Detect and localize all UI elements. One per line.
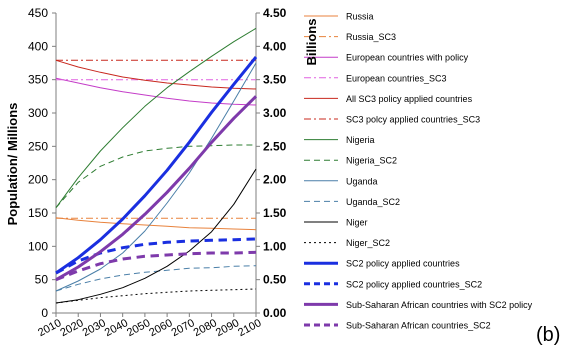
series-line (55, 77, 257, 106)
y-tick-label-left: 300 (28, 106, 48, 120)
series-lines (55, 27, 258, 304)
y-tick-label-right: 2.00 (263, 173, 287, 187)
y-tick-label-right: 1.50 (263, 206, 287, 220)
series-line (55, 144, 256, 209)
y-tick-label-left: 200 (28, 173, 48, 187)
legend-entry: Niger (346, 218, 368, 228)
legend-entry: Uganda_SC2 (346, 197, 400, 207)
legend-entry: Russia_SC3 (346, 32, 396, 42)
series-line (55, 288, 257, 304)
legend-entry: SC2 policy applied countries (346, 259, 460, 269)
legend-entry: Niger_SC2 (346, 238, 390, 248)
legend-entry: SC2 policy applied countries_SC2 (346, 279, 482, 289)
y-tick-label-right: 3.50 (263, 73, 287, 87)
y-tick-label-right: 4.00 (263, 39, 287, 53)
y-axis-label-left: Population/ Millions (5, 103, 20, 226)
y-tick-label-left: 0 (41, 306, 48, 320)
series-line (55, 56, 258, 275)
series-line (55, 168, 257, 304)
y-tick-label-right: 3.00 (263, 106, 287, 120)
series-line (55, 95, 258, 282)
y-tick-label-left: 350 (28, 73, 48, 87)
axes: 0 50 100 150 200 250 300 350 400 450 0.00 0.50 1.00 1… (28, 6, 287, 339)
y-tick-label-left: 100 (28, 239, 48, 253)
legend-entry: All SC3 policy applied countries (346, 94, 473, 104)
y-tick-label-right: 2.50 (263, 139, 287, 153)
series-line (55, 265, 257, 292)
panel-label: (b) (536, 324, 560, 346)
legend-entry: Sub-Saharan African countries_SC2 (346, 321, 491, 331)
legend-entry: Sub-Saharan African countries with SC2 p… (346, 300, 533, 310)
series-line (55, 27, 257, 208)
legend-entry: European countries_SC3 (346, 73, 447, 83)
y-tick-label-right: 1.00 (263, 239, 287, 253)
series-line (55, 62, 257, 292)
legend: Russia Russia_SC3 European countries with … (304, 12, 533, 331)
legend-entry: SC3 polcy applied countries_SC3 (346, 115, 480, 125)
legend-entry: Nigeria_SC2 (346, 156, 397, 166)
y-tick-label-right: 0.00 (263, 306, 287, 320)
series-line (55, 59, 257, 90)
series-line (55, 250, 257, 282)
series-line (55, 217, 257, 231)
y-tick-label-right: 4.50 (263, 6, 287, 20)
y-tick-label-left: 150 (28, 206, 48, 220)
legend-entry: Nigeria (346, 135, 375, 145)
legend-entry: European countries with policy (346, 53, 469, 63)
y-tick-label-left: 450 (28, 6, 48, 20)
y-tick-label-left: 250 (28, 139, 48, 153)
y-tick-label-right: 0.50 (263, 273, 287, 287)
y-tick-label-left: 400 (28, 39, 48, 53)
legend-entry: Russia (346, 12, 374, 22)
y-tick-label-left: 50 (35, 273, 49, 287)
legend-entry: Uganda (346, 176, 378, 186)
series-line (55, 237, 257, 275)
y-axis-label-right: Billions (304, 19, 319, 66)
x-tick-label: 2100 (236, 317, 263, 339)
